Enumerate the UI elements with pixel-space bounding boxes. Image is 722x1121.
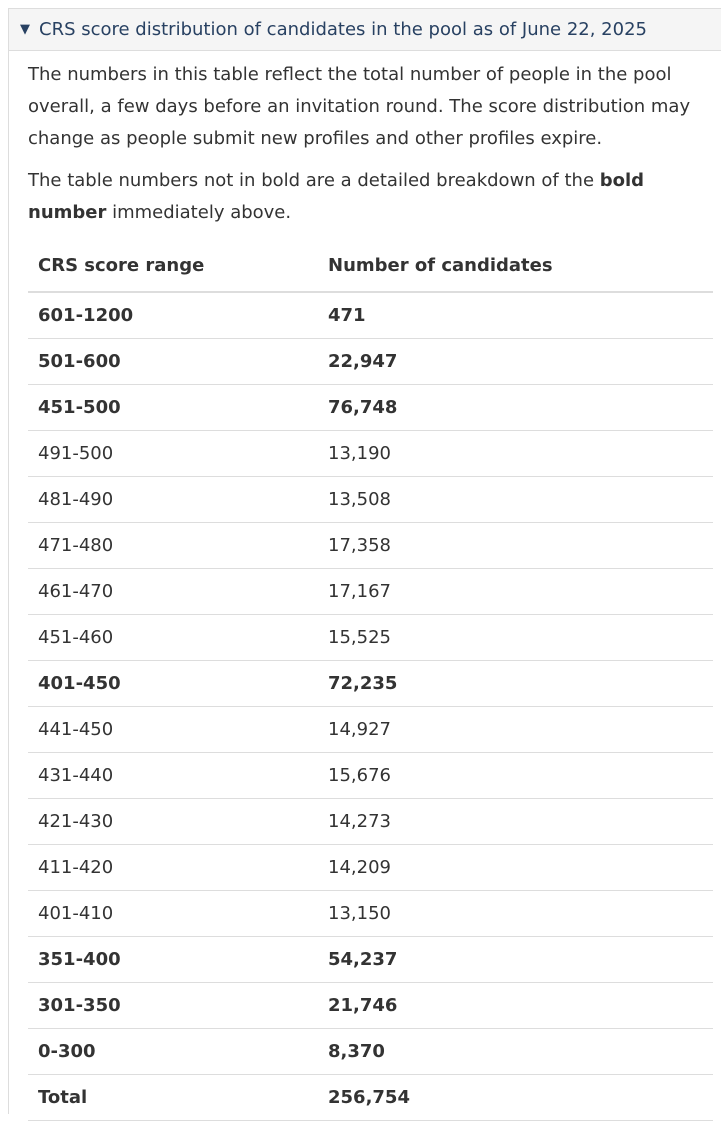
candidate-count-cell: 13,150 <box>318 890 713 937</box>
header-number-of-candidates: Number of candidates <box>318 239 713 293</box>
table-row: 451-460 15,525 <box>28 614 713 661</box>
score-range-cell: 451-500 <box>28 384 318 431</box>
candidate-count-cell: 14,273 <box>318 798 713 845</box>
score-range-cell: 351-400 <box>28 936 318 983</box>
candidate-count-cell: 15,525 <box>318 614 713 661</box>
intro-paragraph: The numbers in this table reflect the to… <box>28 64 691 149</box>
table-row: 421-430 14,273 <box>28 798 713 845</box>
table-row: 351-400 54,237 <box>28 936 713 983</box>
score-range-cell: 461-470 <box>28 568 318 615</box>
candidate-count-cell: 76,748 <box>318 384 713 431</box>
candidate-count-cell: 14,927 <box>318 706 713 753</box>
score-range-cell: 471-480 <box>28 522 318 569</box>
table-row: Total 256,754 <box>28 1074 713 1121</box>
score-range-cell: 601-1200 <box>28 292 318 339</box>
table-row: 491-500 13,190 <box>28 430 713 477</box>
table-row: 471-480 17,358 <box>28 522 713 569</box>
candidate-count-cell: 22,947 <box>318 338 713 385</box>
score-range-cell: 0-300 <box>28 1028 318 1075</box>
candidate-count-cell: 15,676 <box>318 752 713 799</box>
candidate-count-cell: 471 <box>318 292 713 339</box>
disclosure-triangle-icon: ▼ <box>20 22 30 37</box>
table-row: 401-450 72,235 <box>28 660 713 707</box>
score-range-cell: 421-430 <box>28 798 318 845</box>
bold-explanation-emphasis: bold number <box>28 170 645 223</box>
candidate-count-cell: 54,237 <box>318 936 713 983</box>
candidate-count-cell: 21,746 <box>318 982 713 1029</box>
table-row: 0-300 8,370 <box>28 1028 713 1075</box>
score-range-cell: 481-490 <box>28 476 318 523</box>
bold-explanation-suffix: immediately above. <box>106 202 292 223</box>
score-range-cell: 401-450 <box>28 660 318 707</box>
score-range-cell: 501-600 <box>28 338 318 385</box>
table-row: 301-350 21,746 <box>28 982 713 1029</box>
candidate-count-cell: 17,167 <box>318 568 713 615</box>
table-row: 451-500 76,748 <box>28 384 713 431</box>
details-content: The numbers in this table reflect the to… <box>9 51 721 1121</box>
candidate-count-cell: 72,235 <box>318 660 713 707</box>
bold-explanation-prefix: The table numbers not in bold are a deta… <box>28 170 600 191</box>
table-row: 461-470 17,167 <box>28 568 713 615</box>
details-summary-toggle[interactable]: ▼ CRS score distribution of candidates i… <box>9 9 721 51</box>
score-range-cell: Total <box>28 1074 318 1121</box>
table-row: 401-410 13,150 <box>28 890 713 937</box>
table-row: 601-1200 471 <box>28 292 713 339</box>
bold-explanation-paragraph: The table numbers not in bold are a deta… <box>28 165 708 229</box>
candidate-count-cell: 13,508 <box>318 476 713 523</box>
score-range-cell: 411-420 <box>28 844 318 891</box>
table-body: 601-1200 471 501-600 22,947 451-500 76,748 491… <box>28 292 713 1121</box>
table-row: 431-440 15,676 <box>28 752 713 799</box>
score-range-cell: 451-460 <box>28 614 318 661</box>
table-row: 481-490 13,508 <box>28 476 713 523</box>
table-header-row: CRS score range Number of candidates <box>28 239 713 293</box>
score-range-cell: 301-350 <box>28 982 318 1029</box>
summary-title: CRS score distribution of candidates in … <box>39 19 647 40</box>
score-range-cell: 491-500 <box>28 430 318 477</box>
score-range-cell: 401-410 <box>28 890 318 937</box>
score-range-cell: 441-450 <box>28 706 318 753</box>
candidate-count-cell: 17,358 <box>318 522 713 569</box>
table-row: 441-450 14,927 <box>28 706 713 753</box>
table-row: 501-600 22,947 <box>28 338 713 385</box>
score-range-cell: 431-440 <box>28 752 318 799</box>
crs-distribution-details: ▼ CRS score distribution of candidates i… <box>8 8 721 1121</box>
candidate-count-cell: 256,754 <box>318 1074 713 1121</box>
candidate-count-cell: 13,190 <box>318 430 713 477</box>
header-crs-score-range: CRS score range <box>28 239 318 293</box>
crs-distribution-table: CRS score range Number of candidates 601… <box>28 239 713 1121</box>
candidate-count-cell: 14,209 <box>318 844 713 891</box>
candidate-count-cell: 8,370 <box>318 1028 713 1075</box>
table-row: 411-420 14,209 <box>28 844 713 891</box>
